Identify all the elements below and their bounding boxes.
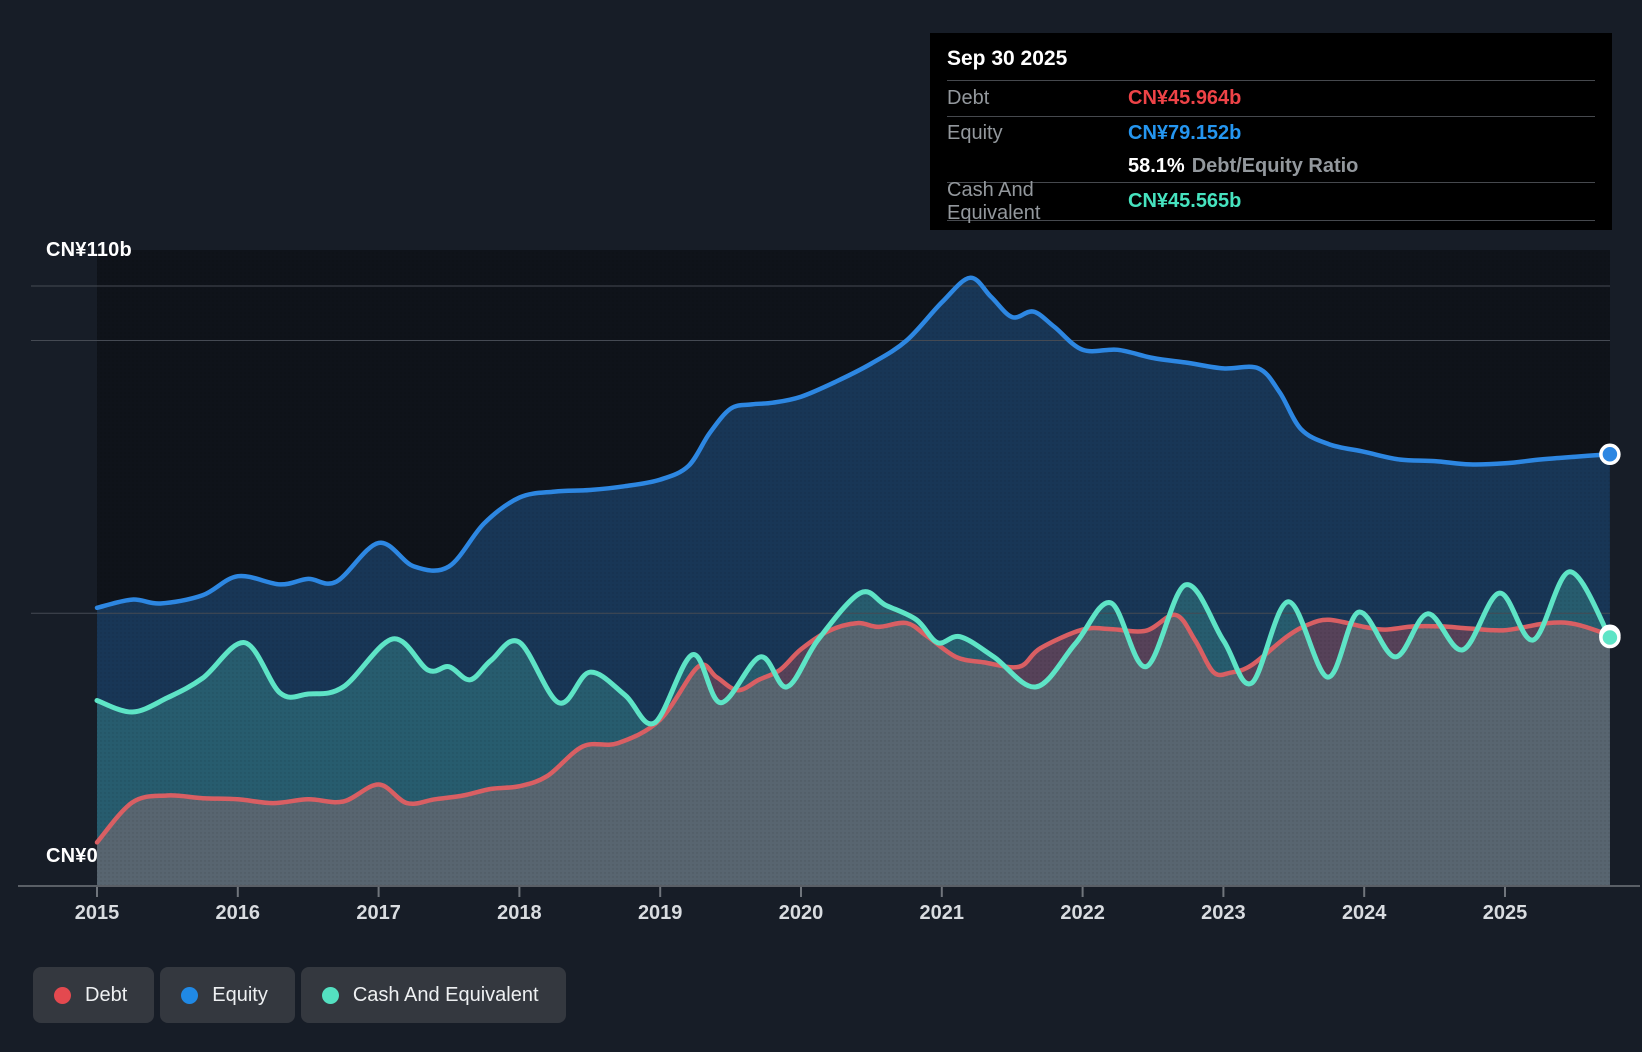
legend: Debt Equity Cash And Equivalent [33,967,566,1023]
tooltip-ratio-value: 58.1% [1128,154,1185,177]
tooltip-debt-label: Debt [947,87,990,109]
x-tick-label-2016: 2016 [216,902,261,924]
tooltip-equity-label: Equity [947,122,1003,144]
x-tick-label-2015: 2015 [75,902,120,924]
x-tick-label-2021: 2021 [920,902,965,924]
y-axis-label-zero: CN¥0 [46,845,98,867]
tooltip-row-equity: Equity CN¥79.152b [947,117,1595,150]
tooltip-debt-value: CN¥45.964b [1128,87,1242,109]
tooltip-equity-value: CN¥79.152b [1128,122,1242,144]
x-tick-label-2020: 2020 [779,902,824,924]
x-tick-label-2025: 2025 [1483,902,1528,924]
tooltip-cash-value: CN¥45.565b [1128,190,1242,212]
legend-equity-dot-icon [181,986,199,1004]
legend-cash-label: Cash And Equivalent [352,983,539,1006]
x-tick-label-2019: 2019 [638,902,683,924]
tooltip-row-cash: Cash And Equivalent CN¥45.565b [947,179,1595,224]
tooltip-cash-label: Cash And Equivalent [947,178,1041,224]
legend-item-debt[interactable]: Debt [33,967,155,1023]
x-tick-label-2024: 2024 [1342,902,1387,924]
tooltip-row-ratio: 58.1% Debt/Equity Ratio [947,150,1595,183]
x-tick-label-2018: 2018 [497,902,542,924]
legend-item-cash[interactable]: Cash And Equivalent [300,967,566,1023]
legend-debt-label: Debt [85,983,128,1006]
tooltip-date: Sep 30 2025 [947,33,1595,81]
chart-tooltip: Sep 30 2025 Debt CN¥45.964b Equity CN¥79… [930,33,1612,230]
x-tick-label-2023: 2023 [1201,902,1246,924]
legend-equity-label: Equity [212,983,268,1006]
x-tick-label-2022: 2022 [1060,902,1105,924]
x-tick-label-2017: 2017 [356,902,401,924]
legend-debt-dot-icon [54,986,71,1004]
tooltip-row-debt: Debt CN¥45.964b [947,81,1595,117]
y-axis-label-top: CN¥110b [46,239,132,261]
legend-cash-dot-icon [321,986,339,1004]
tooltip-ratio-label: Debt/Equity Ratio [1191,154,1359,177]
legend-item-equity[interactable]: Equity [160,967,295,1023]
